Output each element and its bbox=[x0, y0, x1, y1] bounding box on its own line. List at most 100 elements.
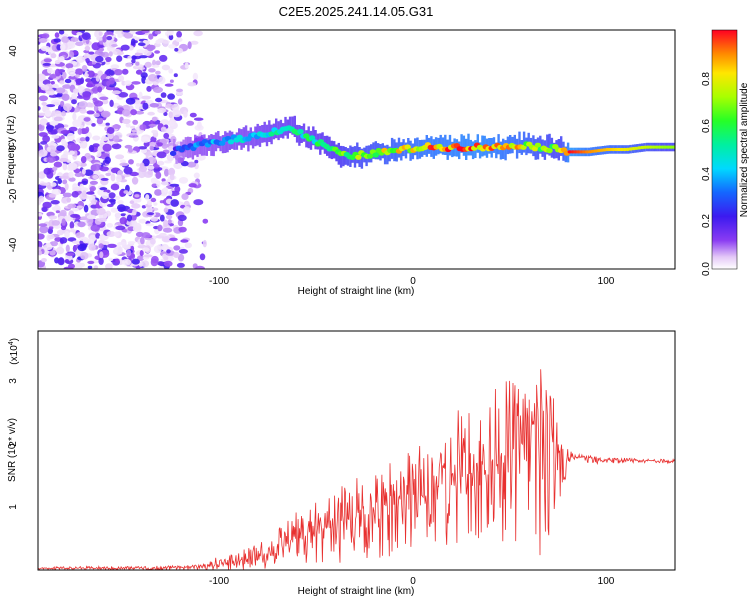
spectrogram-noise-cell bbox=[54, 68, 61, 77]
spectrogram-noise-cell bbox=[49, 120, 59, 126]
spectrogram-noise-cell bbox=[189, 112, 197, 118]
spectrogram-noise-cell bbox=[141, 30, 150, 34]
spectrogram-noise-cell bbox=[138, 55, 148, 59]
spectrogram-noise-cell bbox=[48, 92, 55, 96]
spectrogram-band-cell bbox=[263, 121, 266, 143]
spectrogram-noise-cell bbox=[49, 74, 57, 79]
spectrogram-noise-cell bbox=[152, 59, 156, 67]
spectrogram-noise-cell bbox=[122, 109, 131, 117]
spectrogram-noise-cell bbox=[168, 119, 176, 127]
spectrogram-noise-cell bbox=[161, 236, 172, 243]
spectrogram-ridge-cell bbox=[366, 153, 374, 159]
spectrogram-noise-cell bbox=[96, 36, 104, 41]
snr-panel: 1 2 3 (x104) SNR (10 * v/v) -100 0 100 H… bbox=[7, 330, 676, 597]
spectrogram-noise-cell bbox=[150, 136, 157, 143]
spectrogram-noise-cell bbox=[178, 249, 188, 254]
spectrogram-band-cell bbox=[226, 132, 229, 153]
spectrogram-band-cell bbox=[217, 131, 220, 149]
spectrogram-band-cell bbox=[383, 145, 387, 165]
spectrogram-noise-cell bbox=[128, 159, 134, 165]
spectrogram-noise-cell bbox=[55, 210, 61, 214]
spectrogram-noise-cell bbox=[56, 44, 62, 51]
spectrogram-noise-cell bbox=[187, 41, 192, 50]
spectrogram-noise-cell bbox=[77, 86, 86, 90]
spectrogram-noise-cell bbox=[150, 197, 157, 203]
spectrogram-noise-cell bbox=[130, 125, 136, 129]
spectrogram-noise-cell bbox=[38, 240, 43, 249]
spectrogram-noise-cell bbox=[76, 32, 83, 36]
spectrogram-noise-cell bbox=[75, 232, 85, 239]
spectrogram-noise-cell bbox=[53, 116, 63, 122]
spectrogram-noise-cell bbox=[59, 157, 69, 162]
spectrogram-noise-cell bbox=[67, 237, 77, 242]
spectrogram-band-cell bbox=[460, 134, 463, 153]
spectrogram-noise-cell bbox=[51, 188, 62, 196]
y-tick-label: 3 bbox=[8, 378, 19, 384]
spectrogram-noise-cell bbox=[79, 77, 85, 84]
y-tick-label: 40 bbox=[8, 45, 19, 57]
spectrogram-noise-cell bbox=[84, 45, 91, 51]
snr-multiplier: (x104) bbox=[8, 338, 20, 365]
spectrogram-noise-cell bbox=[51, 110, 61, 115]
spectrogram-noise-cell bbox=[78, 101, 88, 108]
spectrogram-noise-cell bbox=[110, 207, 119, 213]
spectrogram-noise-cell bbox=[131, 129, 138, 133]
spectrogram-noise-cell bbox=[38, 250, 43, 256]
spectrogram-noise-cell bbox=[145, 194, 150, 201]
spectrogram-band-cell bbox=[288, 116, 292, 134]
spectrogram-noise-cell bbox=[93, 265, 99, 269]
spectrogram-noise-cell bbox=[106, 203, 114, 208]
spectrogram-noise-cell bbox=[149, 145, 154, 151]
spectrogram-noise-cell bbox=[124, 80, 132, 86]
colorbar-tick-label: 0.0 bbox=[701, 262, 712, 276]
spectrogram-noise-cell bbox=[47, 234, 55, 240]
spectrogram-noise-cell bbox=[62, 124, 69, 128]
spectrogram-noise-cell bbox=[38, 124, 43, 130]
spectrogram-noise-cell bbox=[41, 102, 47, 106]
spectrogram-band-cell bbox=[488, 138, 491, 154]
spectrogram-noise-cell bbox=[50, 200, 60, 205]
spectrogram-noise-cell bbox=[68, 126, 78, 132]
spectrogram-band-cell bbox=[444, 134, 447, 155]
spectrogram-noise-cell bbox=[106, 231, 116, 237]
spectrogram-noise-cell bbox=[202, 218, 209, 224]
spectrogram-band-cell bbox=[499, 141, 503, 160]
spectrogram-noise-cell bbox=[92, 163, 102, 171]
spectrogram-noise-cell bbox=[156, 151, 167, 159]
spectrogram-noise-cell bbox=[177, 98, 183, 105]
spectrogram-noise-cell bbox=[104, 156, 111, 164]
spectrogram-noise-cell bbox=[66, 197, 71, 203]
spectrogram-noise-cell bbox=[165, 214, 173, 220]
colorbar-label: Normalized spectral amplitude bbox=[739, 82, 750, 217]
spectrogram-noise-cell bbox=[62, 84, 72, 89]
spectrogram-noise-cell bbox=[146, 207, 152, 213]
spectrogram-noise-cell bbox=[156, 180, 161, 188]
spectrogram-noise-cell bbox=[131, 176, 139, 185]
spectrogram-band-cell bbox=[251, 131, 255, 149]
spectrogram-noise-cell bbox=[106, 223, 114, 228]
spectrogram-band-cell bbox=[360, 148, 364, 169]
spectrogram-noise-cell bbox=[165, 103, 175, 109]
spectrogram-noise-cell bbox=[129, 132, 138, 136]
spectrogram-noise-cell bbox=[117, 246, 123, 255]
spectrogram-noise-cell bbox=[68, 162, 78, 171]
spectrogram-noise-cell bbox=[136, 49, 146, 53]
spectrogram-noise-cell bbox=[130, 38, 136, 46]
spectrogram-noise-cell bbox=[150, 216, 159, 222]
spectrogram-noise-cell bbox=[105, 210, 112, 217]
spectrogram-noise-cell bbox=[56, 229, 64, 236]
spectrogram-noise-cell bbox=[83, 204, 89, 213]
spectrogram-noise-cell bbox=[50, 53, 57, 59]
spectrogram-band-cell bbox=[548, 133, 551, 156]
spectrogram-noise-cell bbox=[61, 110, 67, 117]
spectrogram-noise-cell bbox=[72, 208, 79, 212]
spectrogram-noise-cell bbox=[48, 215, 58, 220]
spectrogram-noise-cell bbox=[173, 245, 181, 251]
spectrogram-noise-cell bbox=[120, 159, 126, 163]
spectrogram-noise-cell bbox=[125, 123, 131, 128]
spectrogram-noise-cell bbox=[187, 82, 197, 87]
spectrogram-noise-cell bbox=[114, 69, 123, 76]
spectrogram-noise-cell bbox=[142, 40, 150, 44]
spectrogram-noise-cell bbox=[108, 51, 113, 57]
spectrogram-noise-cell bbox=[171, 109, 182, 118]
